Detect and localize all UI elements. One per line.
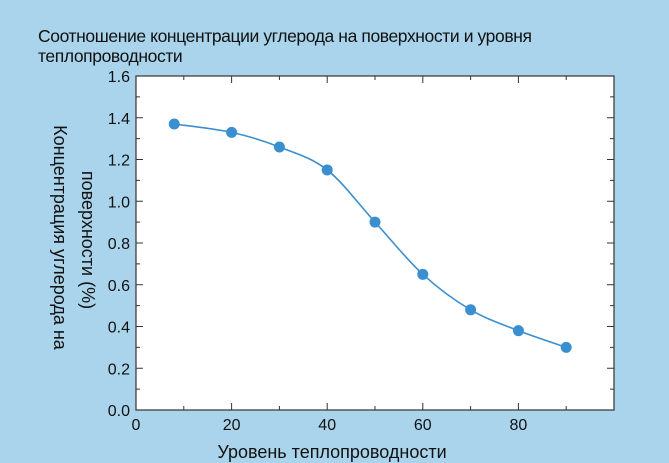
data-point [560,341,572,353]
data-point [465,304,477,316]
y-tick-label: 0.2 [108,361,130,378]
plot-frame [135,75,615,411]
ticks-group [135,75,615,411]
x-tick-label: 40 [318,417,336,434]
data-point [417,268,429,280]
y-axis-title-line2: поверхности (%) [78,171,98,309]
y-axis-title-line1: Концентрация углерода на [50,125,70,351]
y-tick-label: 0.0 [108,403,130,420]
x-tick-label: 80 [510,417,528,434]
data-point [168,118,180,130]
y-axis-title: Концентрация углерода на поверхности (%) [50,125,98,355]
points-group [168,118,572,353]
tick-labels-group: 0.0 0.2 0.4 0.6 0.8 1.0 1.2 1.4 1.6 0 20 40 60 80 [108,69,528,434]
chart-title: Соотношение концентрации углерода на пов… [38,26,532,66]
data-point [369,216,381,228]
data-point [273,141,285,153]
data-point [226,126,238,138]
y-tick-label: 1.6 [108,69,130,86]
y-tick-label: 1.4 [108,111,130,128]
x-tick-label: 0 [132,417,141,434]
data-point [512,325,524,337]
y-tick-label: 0.6 [108,278,130,295]
x-tick-label: 60 [414,417,432,434]
y-tick-label: 1.2 [108,153,130,170]
y-tick-label: 0.8 [108,236,130,253]
y-tick-label: 1.0 [108,194,130,211]
y-tick-label: 0.4 [108,320,130,337]
plot-area [136,76,614,410]
data-point [321,164,333,176]
x-axis-title: Уровень теплопроводности [217,442,446,462]
x-tick-label: 20 [223,417,241,434]
